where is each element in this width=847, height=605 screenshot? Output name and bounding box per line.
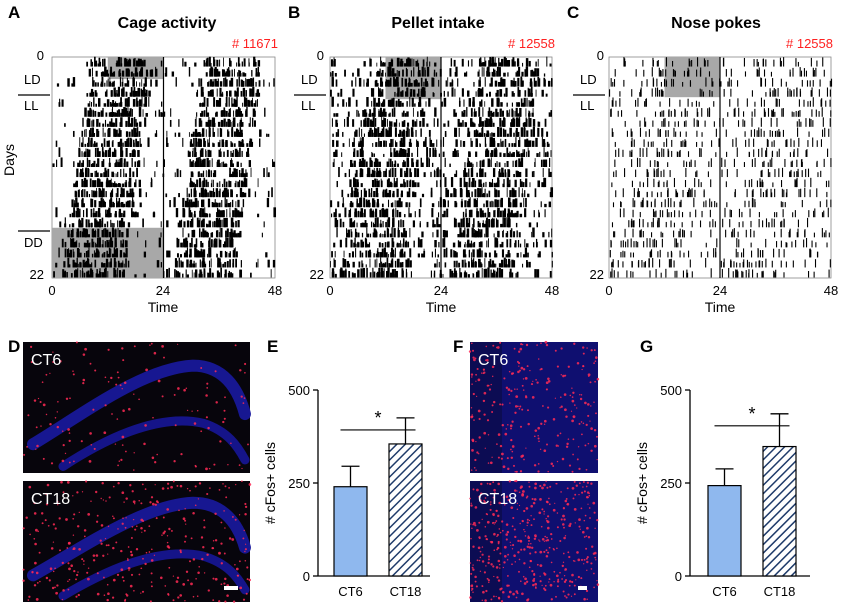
panel-g-label: G [640, 337, 653, 356]
actogram-pellet-intake [329, 56, 554, 279]
panel-c-xtick-48: 48 [824, 283, 838, 298]
panel-b-y-top: 0 [317, 48, 324, 63]
panel-c-title: Nose pokes [671, 15, 761, 32]
y-axis-label: # cFos+ cells [634, 442, 650, 524]
panel-d-label: D [8, 337, 20, 356]
panel-c-y-top: 0 [597, 48, 604, 63]
bar-chart-g: 0 250 500 # cFos+ cells CT6 CT18 * [634, 383, 810, 599]
y-tick-label: 0 [675, 569, 682, 584]
bar-ct18 [762, 445, 797, 577]
micrograph-cortex-ct6: CT6 [468, 340, 600, 473]
bar-ct6 [707, 485, 742, 577]
panel-c: C Nose pokes # 12558 0 22 LD LL 0 24 48 … [567, 3, 838, 315]
micrograph-hippocampus-ct18: CT18 [22, 480, 252, 603]
panel-b-xtick-24: 24 [434, 283, 448, 298]
category-label: CT6 [338, 584, 363, 599]
panel-a-xtick-24: 24 [156, 283, 170, 298]
scale-bar [224, 586, 238, 590]
micrograph-f-ct6-label: CT6 [478, 352, 508, 369]
panel-b-mouse-id: # 12558 [508, 36, 555, 51]
micrograph-hippocampus-ct6: CT6 [23, 341, 251, 473]
activity-marks [52, 56, 277, 278]
panel-b-xtick-0: 0 [326, 283, 333, 298]
brain-section-micrograph-icon [22, 480, 252, 603]
panel-a-xtick-0: 0 [48, 283, 55, 298]
category-label: CT6 [712, 584, 737, 599]
panel-b-xlabel: Time [426, 299, 457, 315]
brain-section-micrograph-icon [23, 341, 251, 471]
panel-a: A Cage activity # 11671 0 22 Days LD LL … [1, 3, 282, 315]
y-axis-label: # cFos+ cells [262, 442, 278, 524]
category-label: CT18 [390, 584, 422, 599]
panel-f-label: F [453, 337, 463, 356]
panel-d: D CT6 CT18 [8, 337, 252, 603]
brain-section-micrograph-icon [469, 479, 600, 603]
panel-a-title: Cage activity [118, 15, 217, 32]
y-tick-label: 500 [288, 383, 310, 398]
panel-a-phase-dd: DD [24, 235, 43, 250]
bar-chart-e: 0 250 500 # cFos+ cells CT6 CT18 * [262, 383, 430, 599]
category-label: CT18 [764, 584, 796, 599]
significance-marker: * [748, 404, 755, 424]
panel-c-xtick-0: 0 [605, 283, 612, 298]
panel-a-phase-ll: LL [24, 98, 38, 113]
bar-ct6 [333, 486, 368, 577]
panel-e-label: E [267, 337, 278, 356]
actogram-nose-pokes [608, 56, 833, 279]
bar-ct18 [388, 443, 423, 577]
panel-g: G 0 250 500 # cFos+ cells CT6 CT18 * [634, 337, 810, 599]
panel-b-title: Pellet intake [391, 15, 484, 32]
panel-b-phase-ld: LD [301, 72, 318, 87]
panel-a-xlabel: Time [148, 299, 179, 315]
panel-a-xtick-48: 48 [268, 283, 282, 298]
panel-b-phase-ll: LL [301, 98, 315, 113]
panel-f: F CT6 CT18 [453, 337, 600, 603]
panel-c-y-bottom: 22 [590, 267, 604, 282]
brain-section-micrograph-icon [468, 340, 600, 473]
panel-b-label: B [288, 3, 300, 22]
y-tick-label: 250 [288, 476, 310, 491]
activity-marks [609, 57, 833, 278]
y-tick-label: 0 [303, 569, 310, 584]
panel-a-y-bottom: 22 [30, 267, 44, 282]
panel-b: B Pellet intake # 12558 0 22 LD LL 0 24 … [288, 3, 559, 315]
panel-a-mouse-id: # 11671 [232, 36, 278, 51]
micrograph-f-ct18-label: CT18 [478, 491, 517, 508]
scale-bar [578, 586, 587, 590]
y-tick-label: 250 [660, 476, 682, 491]
panel-c-xlabel: Time [705, 299, 736, 315]
panel-a-ylabel: Days [1, 144, 17, 176]
micrograph-d-ct6-label: CT6 [31, 352, 61, 369]
y-tick-label: 500 [660, 383, 682, 398]
panel-c-label: C [567, 3, 579, 22]
panel-a-phase-ld: LD [24, 72, 41, 87]
panel-e: E 0 250 500 # cFos+ cells CT6 CT18 * [262, 337, 430, 599]
panel-a-label: A [8, 3, 20, 22]
panel-c-mouse-id: # 12558 [786, 36, 833, 51]
micrograph-cortex-ct18: CT18 [469, 479, 600, 603]
panel-c-phase-ll: LL [580, 98, 594, 113]
significance-marker: * [374, 408, 381, 428]
panel-b-y-bottom: 22 [310, 267, 324, 282]
panel-c-phase-ld: LD [580, 72, 597, 87]
panel-b-xtick-48: 48 [545, 283, 559, 298]
activity-marks [330, 56, 554, 278]
micrograph-d-ct18-label: CT18 [31, 491, 70, 508]
panel-a-y-top: 0 [37, 48, 44, 63]
dark-phase-shading [664, 57, 720, 98]
actogram-cage-activity [51, 56, 277, 279]
panel-c-xtick-24: 24 [713, 283, 727, 298]
